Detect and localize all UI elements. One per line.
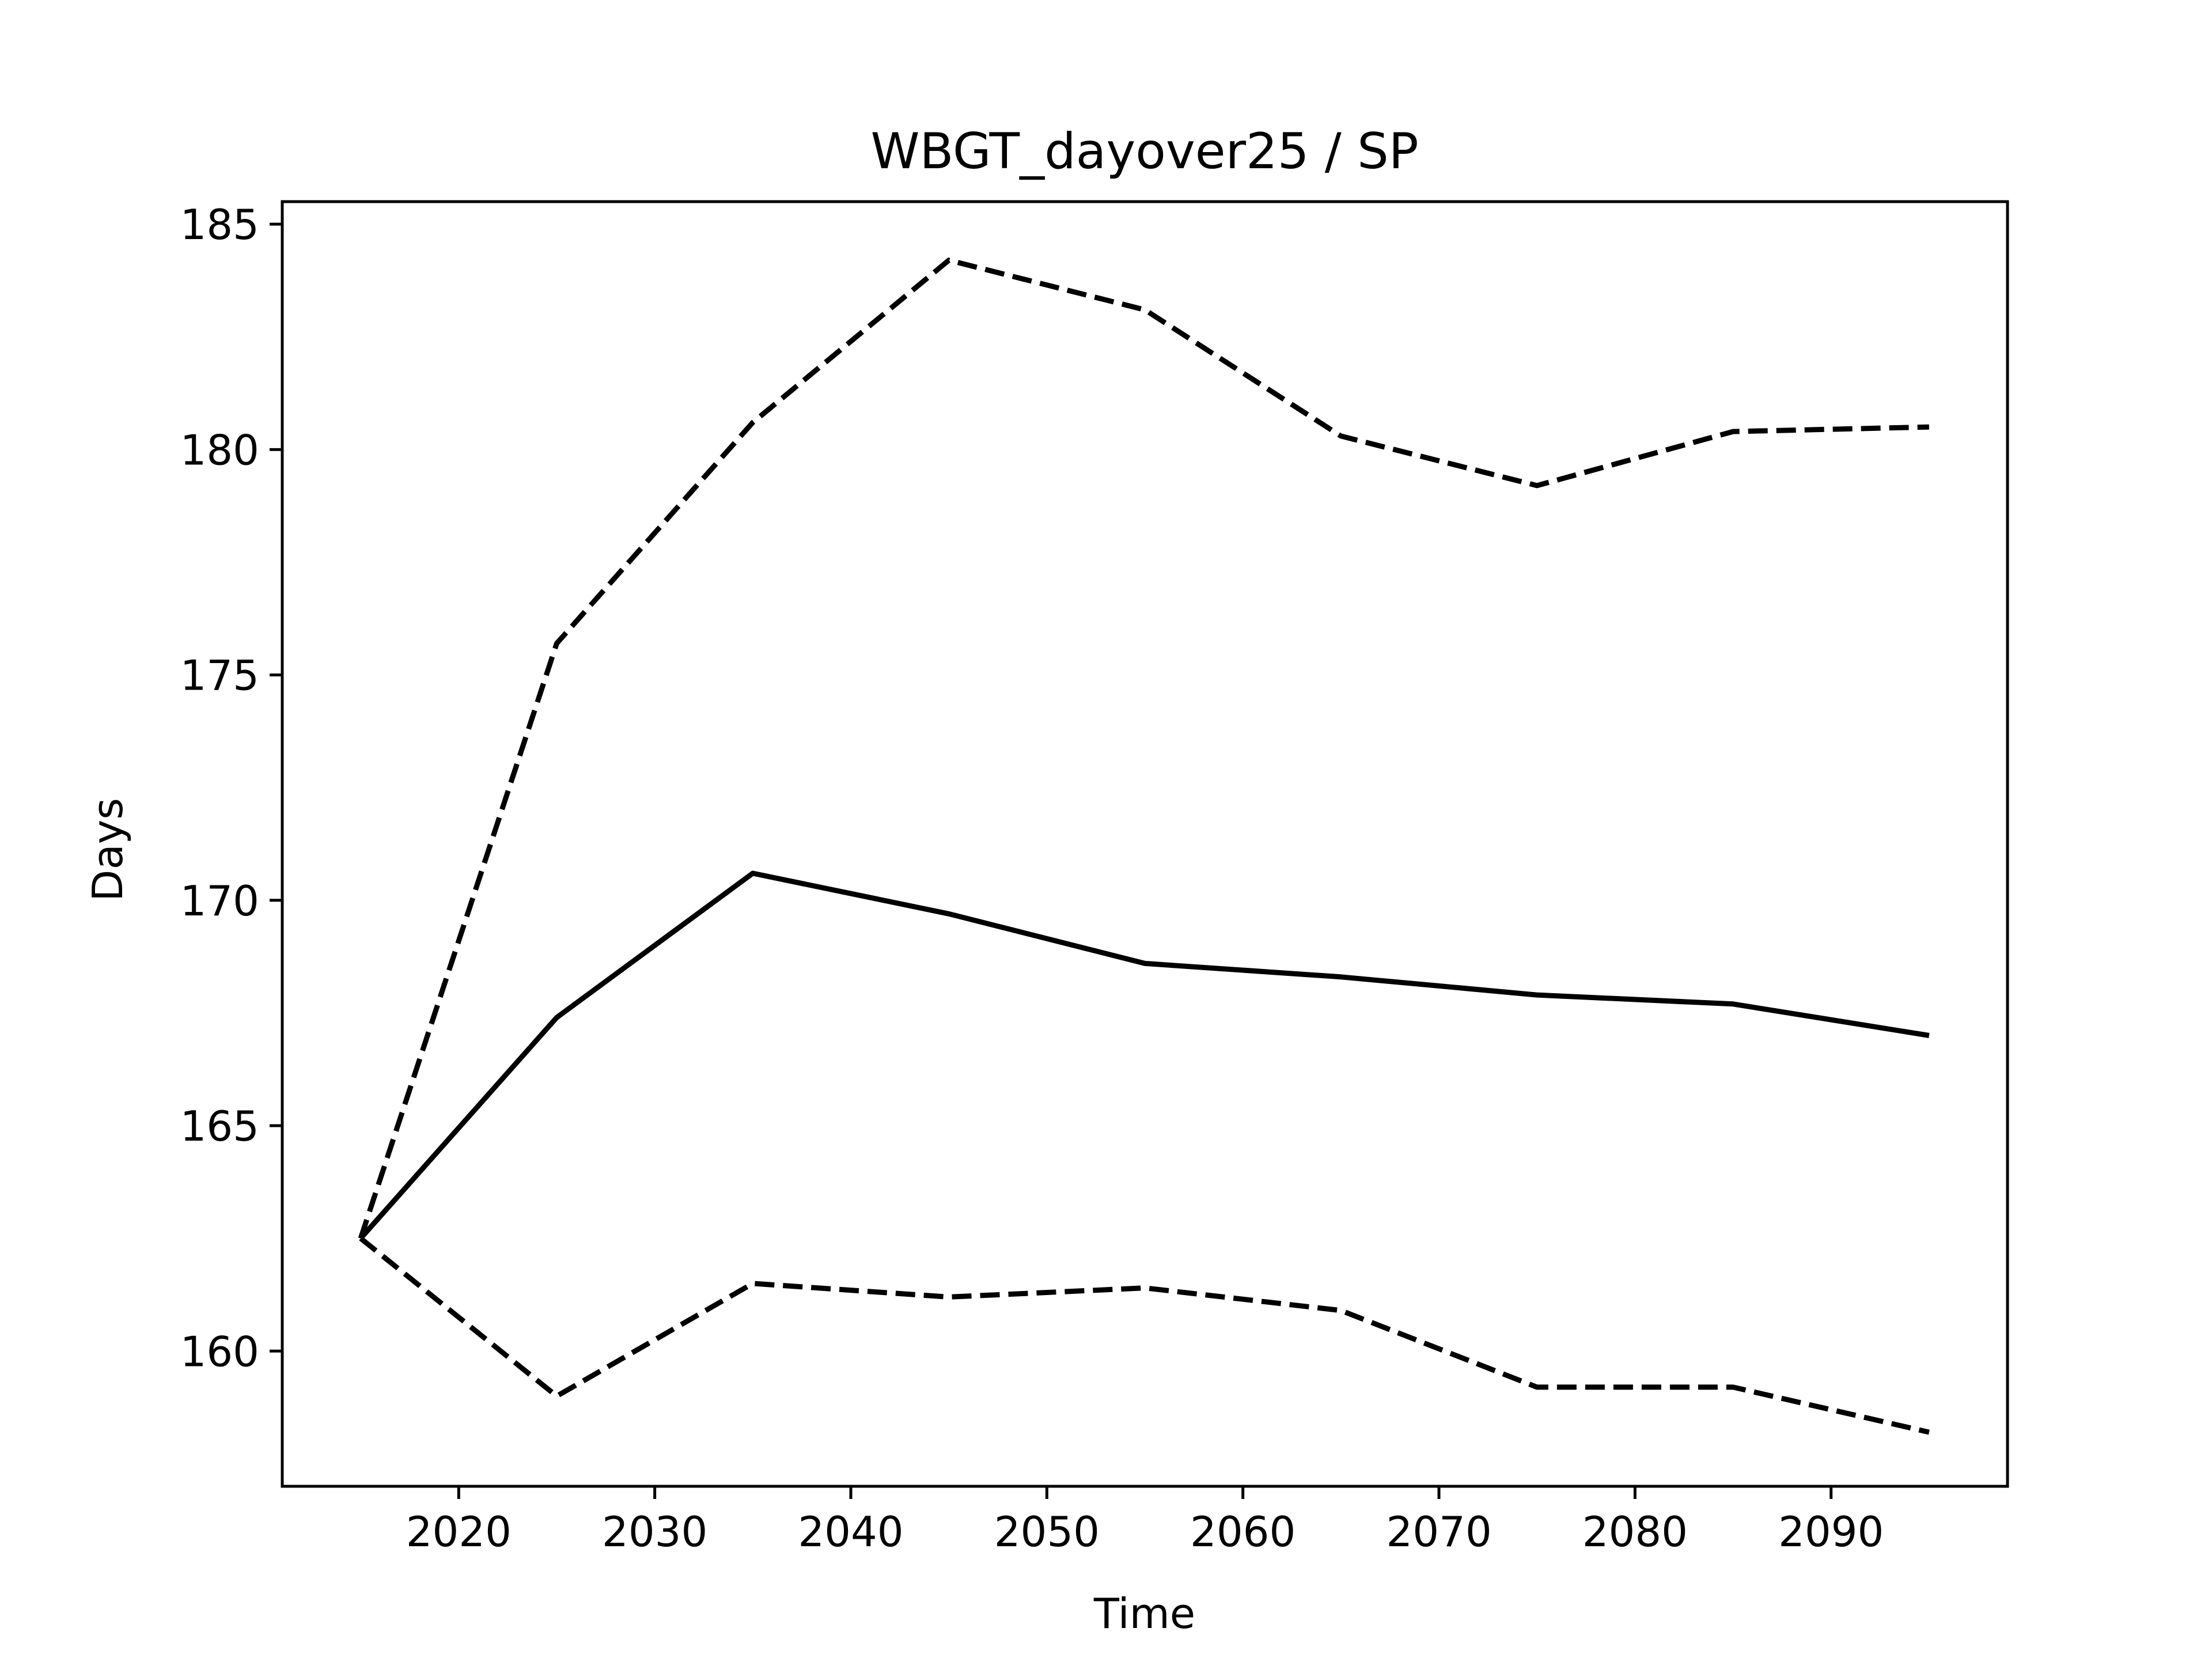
- central-estimate-line: [358, 870, 1930, 1240]
- y-tick-label: 170: [180, 877, 259, 925]
- y-axis-ticks: 160 165 170 175 180 185: [180, 200, 282, 1376]
- x-tick-label: 2020: [406, 1508, 512, 1556]
- x-axis-label: Time: [1093, 1589, 1195, 1638]
- x-tick-label: 2050: [994, 1508, 1100, 1556]
- y-tick-label: 185: [180, 200, 259, 249]
- y-axis-label: Days: [84, 798, 132, 902]
- x-tick-label: 2090: [1778, 1508, 1884, 1556]
- x-tick-label: 2080: [1582, 1508, 1688, 1556]
- x-axis-ticks: 2020 2030 2040 2050 2060 2070 2080 2090: [406, 1486, 1884, 1556]
- x-tick-label: 2070: [1386, 1508, 1491, 1556]
- y-tick-label: 180: [180, 426, 259, 474]
- plot-area-frame: [281, 200, 2009, 1488]
- x-tick-label: 2060: [1190, 1508, 1296, 1556]
- y-tick-label: 160: [180, 1327, 259, 1376]
- x-tick-label: 2030: [602, 1508, 707, 1556]
- series-layer: [358, 258, 1930, 1435]
- y-tick-label: 165: [180, 1102, 259, 1150]
- y-tick-label: 175: [180, 652, 259, 700]
- upper-bound-line: [358, 258, 1930, 1240]
- x-tick-label: 2040: [798, 1508, 903, 1556]
- chart-title: WBGT_dayover25 / SP: [870, 123, 1418, 180]
- lower-bound-line: [359, 1236, 1930, 1435]
